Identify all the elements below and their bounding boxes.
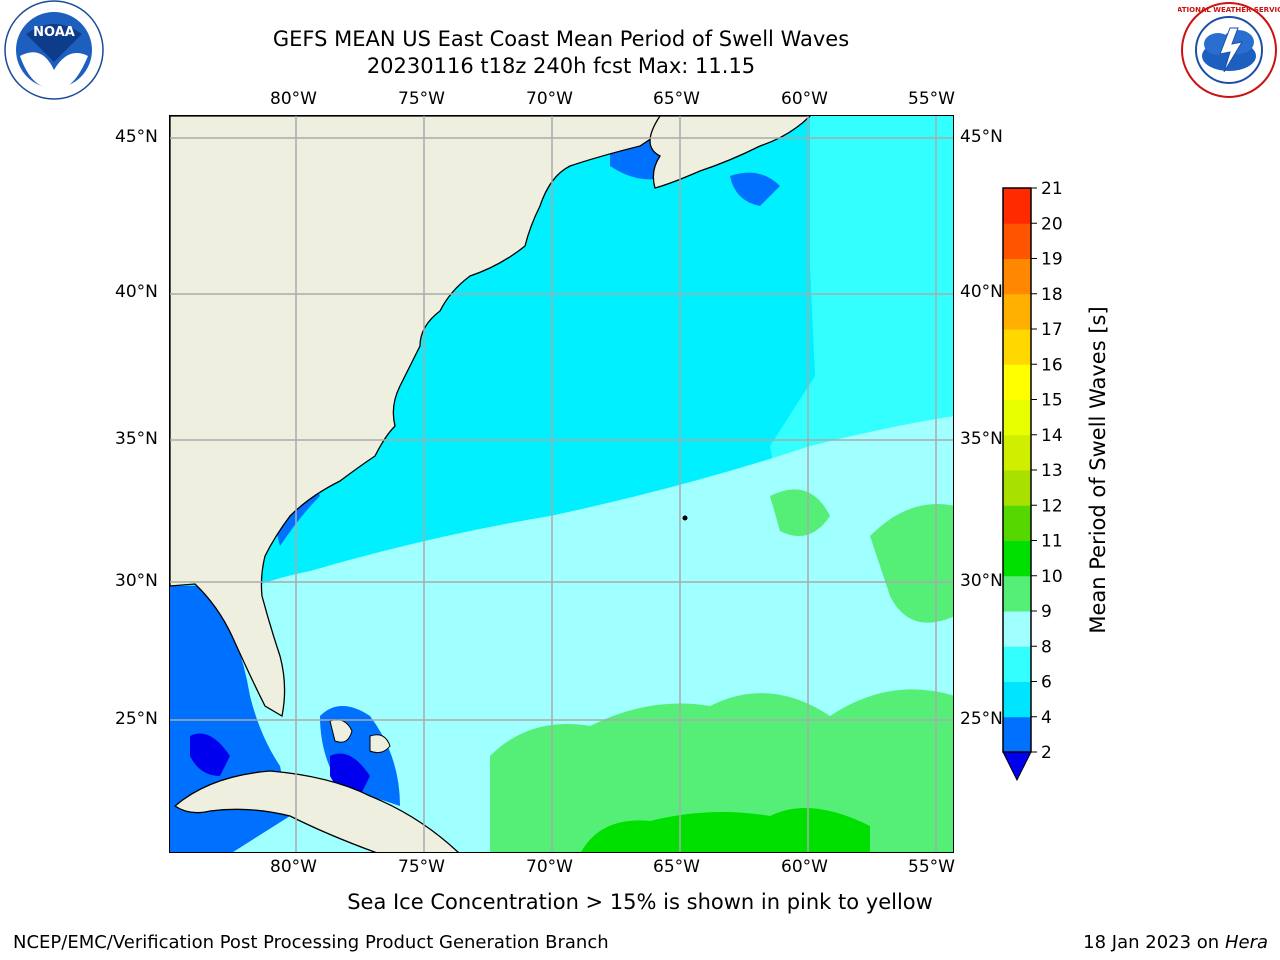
footer-date-text: 18 Jan 2023 on xyxy=(1083,932,1220,953)
noaa-logo: NOAA xyxy=(4,0,104,100)
colorbar-tick-label: 20 xyxy=(1041,214,1063,234)
colorbar-tick-label: 16 xyxy=(1041,355,1063,375)
footer-host: Hera xyxy=(1224,932,1268,953)
colorbar-tick-label: 21 xyxy=(1041,180,1063,199)
lon-label-bottom: 60°W xyxy=(781,857,828,877)
lat-label-left: 30°N xyxy=(115,571,158,591)
land-bermuda xyxy=(682,515,688,521)
lon-label-bottom: 75°W xyxy=(398,857,445,877)
lon-label-bottom: 80°W xyxy=(270,857,317,877)
colorbar-tick-label: 13 xyxy=(1041,461,1063,481)
colorbar-segment xyxy=(1003,329,1031,365)
contour-band-9-10 xyxy=(770,489,830,536)
land-north-america xyxy=(170,116,691,718)
contour-band-9-10 xyxy=(490,689,953,852)
colorbar-segment xyxy=(1003,364,1031,400)
colorbar-tick-label: 10 xyxy=(1041,567,1063,587)
contour-band-under-2 xyxy=(190,733,230,776)
lon-label-top: 60°W xyxy=(781,89,828,109)
colorbar-tick-label: 17 xyxy=(1041,320,1063,340)
colorbar-tick-label: 14 xyxy=(1041,426,1063,446)
colorbar-segment xyxy=(1003,505,1031,541)
lon-label-top: 80°W xyxy=(270,89,317,109)
colorbar-segment xyxy=(1003,399,1031,436)
map-panel[interactable] xyxy=(169,115,954,853)
lon-label-top: 65°W xyxy=(653,89,700,109)
colorbar-under-arrow xyxy=(1002,751,1032,782)
footer-org: NCEP/EMC/Verification Post Processing Pr… xyxy=(13,932,609,953)
land-cuba xyxy=(173,770,459,852)
lat-label-right: 25°N xyxy=(960,709,1003,729)
nws-logo: NATIONAL WEATHER SERVICE xyxy=(1178,2,1280,98)
lat-label-left: 45°N xyxy=(115,127,158,147)
lat-label-right: 40°N xyxy=(960,282,1003,302)
lat-label-left: 40°N xyxy=(115,282,158,302)
colorbar-tick-label: 6 xyxy=(1041,673,1052,693)
colorbar-tick-label: 15 xyxy=(1041,391,1063,411)
land-bahamas xyxy=(369,734,391,754)
colorbar-segment xyxy=(1003,258,1031,295)
graticule xyxy=(170,116,953,852)
colorbar-segment xyxy=(1003,540,1031,577)
colorbar-tick-label: 12 xyxy=(1041,496,1063,516)
colorbar-tick-label: 19 xyxy=(1041,250,1063,270)
colorbar-tick-label: 2 xyxy=(1041,743,1052,763)
colorbar-segment xyxy=(1003,188,1031,224)
lon-label-top: 55°W xyxy=(908,89,955,109)
lon-label-top: 75°W xyxy=(398,89,445,109)
colorbar-label: Mean Period of Swell Waves [s] xyxy=(1086,306,1110,634)
colorbar-tick-label: 9 xyxy=(1041,602,1052,622)
colorbar-tick-label: 18 xyxy=(1041,285,1063,305)
chart-subtitle: 20230116 t18z 240h fcst Max: 11.15 xyxy=(366,54,756,78)
lat-label-left: 35°N xyxy=(115,429,158,449)
contour-band-2-4 xyxy=(730,172,780,206)
lon-label-bottom: 55°W xyxy=(908,857,955,877)
colorbar: 2 4 6 8 9 10 11 12 13 14 15 16 17 18 19 20 21 xyxy=(1002,180,1063,782)
lon-label-top: 70°W xyxy=(526,89,573,109)
colorbar-tick-label: 8 xyxy=(1041,637,1052,657)
colorbar-segment xyxy=(1003,716,1031,753)
swell-period-map xyxy=(170,116,953,852)
nws-logo-text: NATIONAL WEATHER SERVICE xyxy=(1178,6,1280,14)
footer-date: 18 Jan 2023 on Hera xyxy=(1083,932,1268,953)
lat-label-right: 35°N xyxy=(960,429,1003,449)
chart-title: GEFS MEAN US East Coast Mean Period of S… xyxy=(272,27,850,51)
colorbar-segment xyxy=(1003,223,1031,259)
colorbar-segment xyxy=(1003,611,1031,647)
lat-label-right: 30°N xyxy=(960,571,1003,591)
lat-label-right: 45°N xyxy=(960,127,1003,147)
colorbar-tick-label: 11 xyxy=(1041,532,1063,552)
lon-label-bottom: 65°W xyxy=(653,857,700,877)
colorbar-segment xyxy=(1003,681,1031,718)
lat-label-left: 25°N xyxy=(115,709,158,729)
colorbar-segment xyxy=(1003,434,1031,471)
contour-band-10-11 xyxy=(581,808,870,852)
colorbar-segment xyxy=(1003,575,1031,612)
lon-label-bottom: 70°W xyxy=(526,857,573,877)
colorbar-segment xyxy=(1003,470,1031,506)
noaa-logo-text: NOAA xyxy=(33,25,75,40)
contour-band-9-10 xyxy=(870,504,953,623)
colorbar-segment xyxy=(1003,646,1031,682)
sea-ice-note: Sea Ice Concentration > 15% is shown in … xyxy=(347,890,933,914)
colorbar-tick-label: 4 xyxy=(1041,708,1052,728)
colorbar-segment xyxy=(1003,293,1031,330)
